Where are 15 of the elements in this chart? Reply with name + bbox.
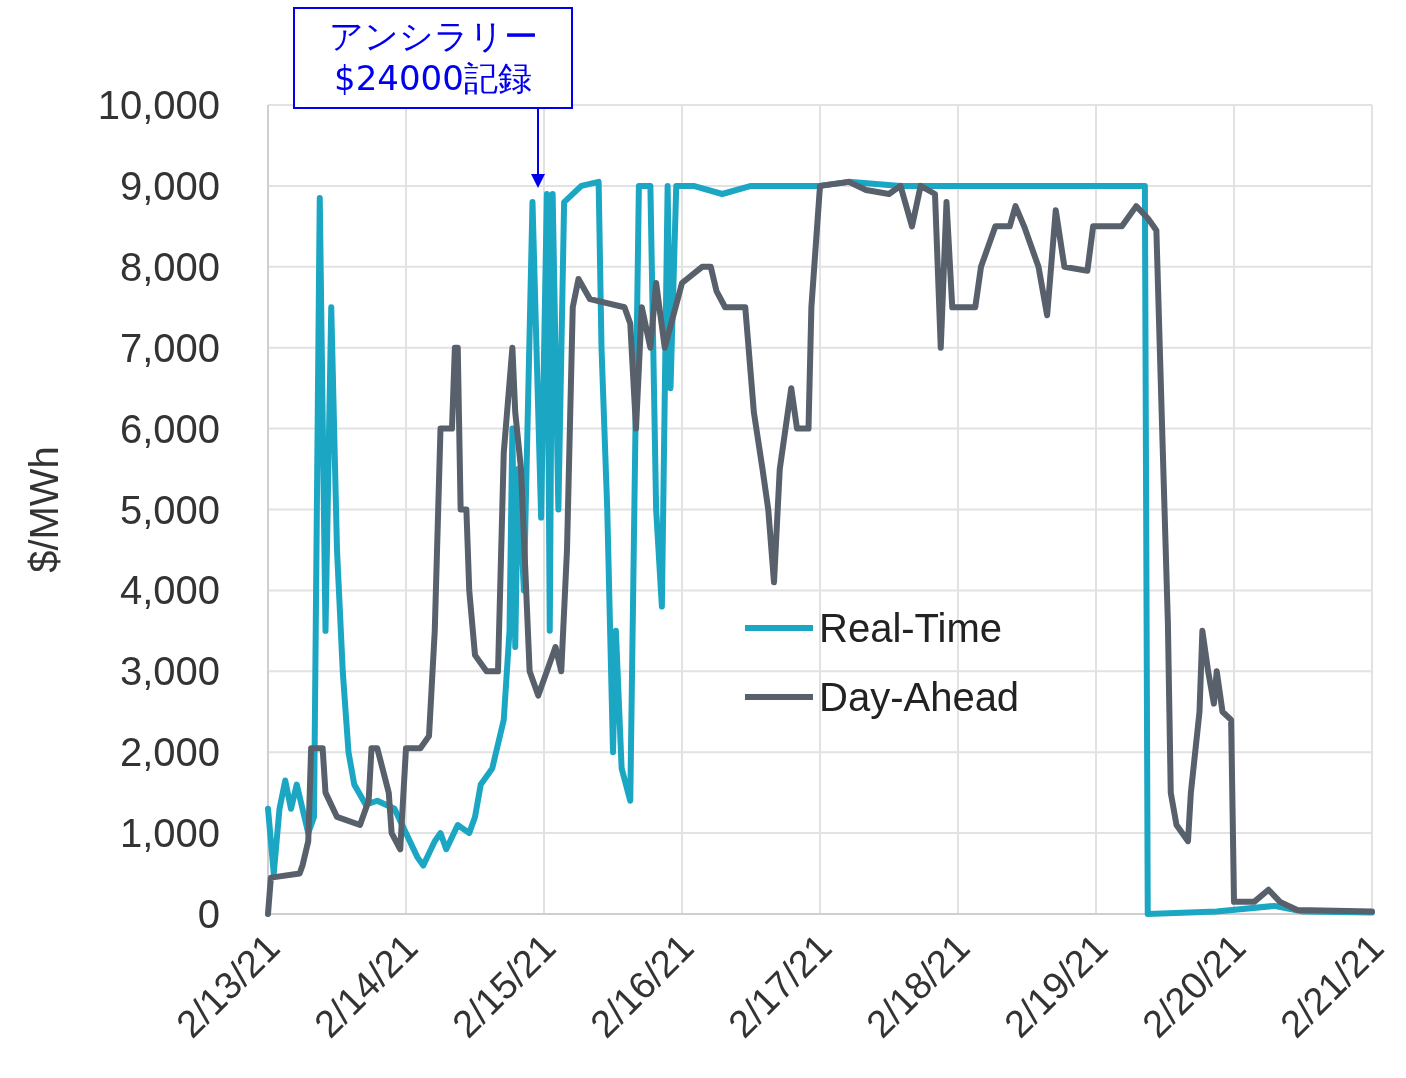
- y-tick-label: 1,000: [119, 811, 220, 856]
- y-tick-label: 2,000: [119, 730, 220, 775]
- y-tick-label: 5,000: [119, 487, 220, 532]
- text: アンシラリー $24000記録: [328, 16, 538, 98]
- y-tick-label: 9,000: [119, 163, 220, 208]
- y-tick-label: 7,000: [119, 325, 220, 370]
- y-tick-label: 0: [197, 892, 220, 936]
- y-axis-title: $/MWh: [22, 446, 66, 573]
- y-tick-label: 10,000: [97, 83, 220, 127]
- y-tick-label: 8,000: [119, 244, 220, 289]
- legend-label: Real-Time: [819, 606, 1002, 650]
- y-tick-label: 3,000: [119, 649, 220, 694]
- y-tick-label: 6,000: [119, 406, 220, 451]
- legend-label: Day-Ahead: [819, 675, 1020, 719]
- y-tick-label: 4,000: [119, 568, 220, 613]
